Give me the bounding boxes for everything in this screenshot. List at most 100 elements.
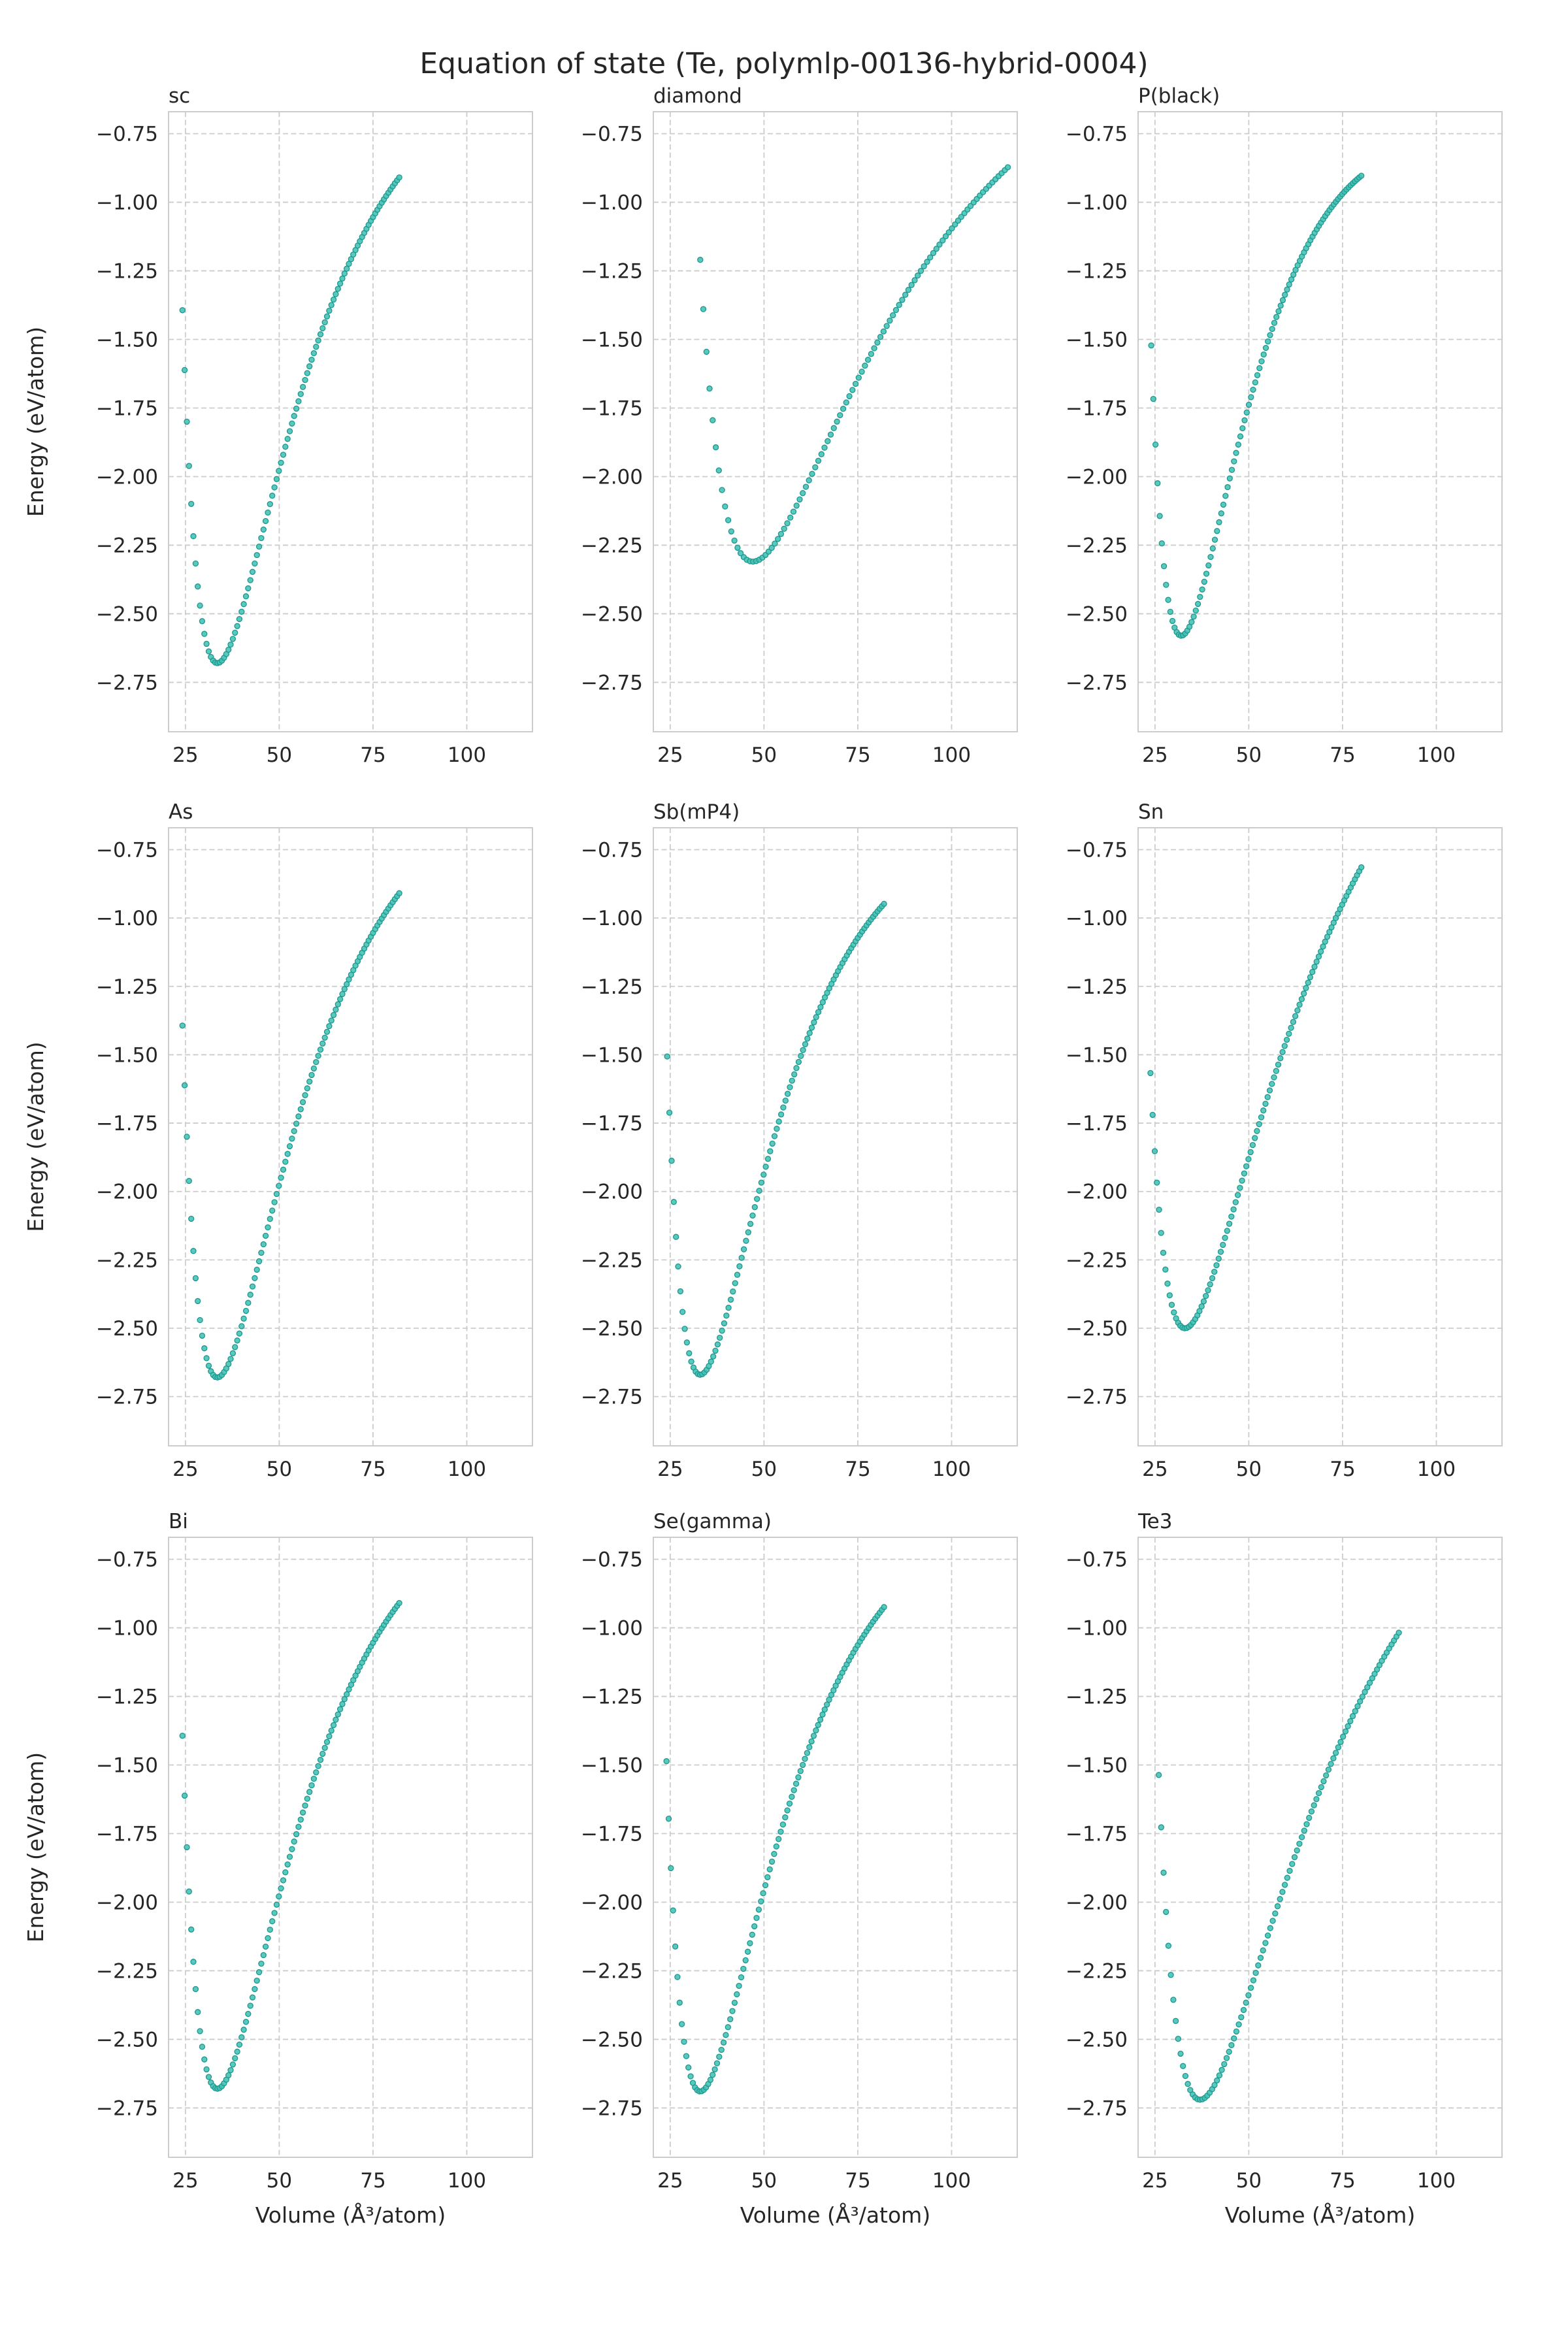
data-point <box>731 1999 738 2006</box>
data-points <box>664 900 887 1378</box>
data-point <box>1277 1896 1283 1903</box>
data-point <box>1294 1847 1300 1854</box>
gridlines <box>1138 112 1502 732</box>
data-point <box>1396 1629 1402 1636</box>
data-point <box>1358 172 1365 179</box>
data-point <box>1262 344 1269 351</box>
data-point <box>323 1028 331 1035</box>
data-point <box>1169 617 1176 625</box>
data-point <box>1231 458 1237 465</box>
x-tick-label: 75 <box>360 1458 385 1481</box>
data-point <box>795 1058 802 1066</box>
data-point <box>269 1207 276 1214</box>
data-point <box>843 399 849 406</box>
data-point <box>396 174 402 181</box>
y-tick-label: −1.50 <box>1066 1754 1128 1778</box>
data-point <box>806 1030 813 1036</box>
data-point <box>276 1183 282 1189</box>
x-tick-label: 75 <box>845 2169 870 2193</box>
data-point <box>286 1143 293 1150</box>
data-point <box>1335 1744 1341 1751</box>
subplot-diamond: diamond −0.75 −1.00 −1.25 −1.50 −1.75 −2.00 −2.… <box>581 84 1018 767</box>
data-point <box>793 1065 800 1071</box>
data-point <box>768 544 775 551</box>
data-point <box>276 468 282 474</box>
data-point <box>1254 1128 1260 1134</box>
data-point <box>313 1058 319 1066</box>
y-tick-label: −2.00 <box>96 1891 158 1914</box>
data-point <box>765 548 772 555</box>
data-point <box>775 536 781 542</box>
data-point <box>242 1307 250 1315</box>
data-point <box>1228 2042 1235 2048</box>
data-point <box>1226 1220 1233 1227</box>
data-point <box>1309 969 1316 975</box>
plot-area <box>1138 828 1502 1446</box>
data-point <box>1258 358 1265 365</box>
data-point <box>339 990 346 998</box>
data-point <box>677 1288 684 1295</box>
data-point <box>806 1744 813 1750</box>
data-point <box>742 1957 749 1964</box>
plot-area <box>653 828 1017 1446</box>
data-point <box>1264 1094 1271 1100</box>
data-point <box>1303 1821 1310 1827</box>
data-point <box>751 1923 758 1930</box>
data-point <box>1271 319 1278 326</box>
data-point <box>1364 1684 1371 1691</box>
data-point <box>711 2066 718 2073</box>
subplot-title: Te3 <box>1137 1510 1172 1533</box>
data-point <box>225 2072 232 2079</box>
data-point <box>795 1774 802 1781</box>
data-point <box>858 368 865 375</box>
data-point <box>1279 297 1286 304</box>
x-tick-label: 50 <box>1236 1458 1262 1481</box>
data-point <box>887 318 893 324</box>
data-point <box>1182 2072 1189 2080</box>
data-point <box>308 356 315 363</box>
subplot-sb-mp4: Sb(mP4) −0.75 −1.00 −1.25 −1.50 −1.75 −2.00 −2.… <box>581 800 1018 1481</box>
x-tick-label: 50 <box>267 1458 292 1481</box>
data-point <box>707 2076 714 2083</box>
data-point <box>1237 433 1244 440</box>
data-point <box>1222 493 1229 499</box>
y-tick-label: −1.25 <box>1066 260 1128 284</box>
data-point <box>1269 1918 1276 1924</box>
data-point <box>1322 938 1328 945</box>
data-point <box>710 417 716 423</box>
data-point <box>808 1738 815 1745</box>
data-point <box>197 1316 203 1324</box>
data-point <box>1224 1228 1230 1234</box>
data-point <box>743 1237 749 1244</box>
data-point <box>1345 1723 1351 1729</box>
data-point <box>883 323 890 329</box>
x-tick-label: 25 <box>1142 2169 1168 2193</box>
data-point <box>341 270 348 277</box>
subplot-title: P(black) <box>1138 84 1220 108</box>
data-point <box>252 1275 258 1281</box>
data-point <box>665 1816 672 1822</box>
data-point <box>727 1296 734 1303</box>
data-point <box>271 1199 278 1205</box>
data-point <box>333 1716 339 1723</box>
data-point <box>802 1041 809 1047</box>
data-point <box>308 1782 315 1789</box>
data-point <box>779 1821 787 1828</box>
data-point <box>321 1744 328 1751</box>
data-point <box>1256 365 1263 372</box>
data-point <box>921 263 927 270</box>
y-tick-label: −0.75 <box>1066 1548 1128 1572</box>
data-point <box>260 526 267 533</box>
data-point <box>930 250 937 256</box>
data-point <box>791 1071 798 1078</box>
plot-area <box>1138 1537 1502 2157</box>
data-point <box>1301 1827 1307 1834</box>
data-point <box>802 483 809 490</box>
data-point <box>804 1036 811 1042</box>
data-point <box>769 1140 776 1147</box>
data-point <box>710 2072 716 2078</box>
data-point <box>1245 1156 1252 1162</box>
data-point <box>737 550 744 557</box>
data-point <box>344 1691 350 1697</box>
data-point <box>1294 1007 1301 1014</box>
